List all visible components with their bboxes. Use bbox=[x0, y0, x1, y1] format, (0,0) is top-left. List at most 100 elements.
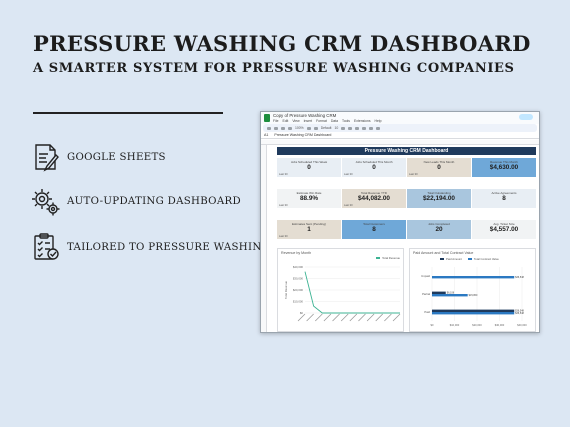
kpi-card[interactable]: Revenue This Month $4,630.00 bbox=[472, 158, 536, 177]
sheets-logo-icon bbox=[264, 114, 270, 122]
formula-input[interactable]: Pressure Washing CRM Dashboard bbox=[274, 133, 332, 137]
kpi-label: Revenue This Month bbox=[490, 160, 518, 164]
kpi-label: Active Agreements bbox=[491, 191, 517, 195]
menu-view[interactable]: View bbox=[292, 119, 300, 123]
feature-auto-updating: AUTO-UPDATING DASHBOARD bbox=[30, 185, 241, 217]
bold-icon[interactable] bbox=[341, 126, 346, 130]
column-headers[interactable] bbox=[261, 140, 539, 145]
undo-icon[interactable] bbox=[274, 126, 278, 130]
x-tick-label bbox=[384, 313, 392, 322]
kpi-value: $44,082.00 bbox=[358, 195, 390, 202]
title-bar: Copy of Pressure Washing CRM File Edit V… bbox=[261, 112, 539, 124]
feature-label: TAILORED TO PRESSURE WASHING bbox=[67, 241, 270, 253]
revenue-chart-panel[interactable]: Revenue by Month Total Revenue $40,000 $3… bbox=[277, 248, 404, 332]
menu-edit[interactable]: Edit bbox=[282, 119, 289, 123]
x-tick-label: $40,000 bbox=[517, 323, 527, 327]
kpi-card[interactable]: Total Revenue YTD $44,082.00 Last 30 bbox=[342, 189, 406, 208]
document-title[interactable]: Copy of Pressure Washing CRM bbox=[273, 113, 337, 118]
kpi-value: $22,194.00 bbox=[423, 195, 455, 202]
x-tick-label: $10,000 bbox=[450, 323, 460, 327]
menu-data[interactable]: Data bbox=[330, 119, 339, 123]
font-select[interactable]: Default bbox=[320, 126, 332, 130]
bar-value-label: $6,108 bbox=[447, 292, 455, 295]
font-size-field[interactable]: 10 bbox=[334, 126, 339, 130]
page-title: PRESSURE WASHING CRM DASHBOARD bbox=[33, 31, 531, 56]
fill-color-icon[interactable] bbox=[362, 126, 367, 130]
text-color-icon[interactable] bbox=[355, 126, 360, 130]
kpi-card[interactable]: Total Customers 8 bbox=[342, 220, 406, 239]
kpi-card[interactable]: Jobs Scheduled This Month 0 Last 30 bbox=[342, 158, 406, 177]
search-menus-icon[interactable] bbox=[267, 126, 271, 130]
paid-amount-chart-panel[interactable]: Paid Amount and Total Contract Value Pai… bbox=[409, 248, 536, 332]
align-icon[interactable] bbox=[376, 126, 381, 130]
x-tick-label: $20,000 bbox=[472, 323, 482, 327]
kpi-footer: Last 30 bbox=[409, 173, 418, 176]
y-tick-label: $20,000 bbox=[293, 288, 304, 292]
row-headers[interactable] bbox=[261, 145, 267, 332]
currency-icon[interactable] bbox=[306, 126, 311, 130]
zoom-select[interactable]: 100% bbox=[295, 126, 304, 130]
spreadsheet-window: Copy of Pressure Washing CRM File Edit V… bbox=[260, 111, 540, 333]
menu-insert[interactable]: Insert bbox=[303, 119, 313, 123]
legend-swatch bbox=[467, 258, 472, 260]
kpi-card[interactable]: Total Outstanding $22,194.00 bbox=[407, 189, 471, 208]
kpi-footer: Last 30 bbox=[279, 204, 288, 207]
redo-icon[interactable] bbox=[281, 126, 285, 130]
kpi-label: Estimates Sent (Pending) bbox=[291, 222, 327, 226]
formula-bar: A1 Pressure Washing CRM Dashboard bbox=[261, 132, 539, 139]
kpi-label: Total Customers bbox=[363, 222, 385, 226]
x-tick-label bbox=[340, 313, 349, 322]
menu-help[interactable]: Help bbox=[374, 119, 382, 123]
percent-icon[interactable] bbox=[313, 126, 318, 130]
kpi-card[interactable]: Jobs Completed 20 bbox=[407, 220, 471, 239]
bar bbox=[432, 312, 515, 315]
x-tick-label: $0 bbox=[431, 323, 434, 327]
kpi-value: 0 bbox=[437, 164, 441, 171]
legend-label: Paid Amount bbox=[446, 257, 462, 261]
kpi-card[interactable]: Jobs Scheduled This Week 0 Last 30 bbox=[277, 158, 341, 177]
category-label: Paid bbox=[424, 310, 430, 314]
kpi-card[interactable]: Estimate Win Rate 88.9% Last 30 bbox=[277, 189, 341, 208]
dashboard-banner[interactable]: Pressure Washing CRM Dashboard bbox=[277, 147, 536, 155]
menu-file[interactable]: File bbox=[273, 119, 279, 123]
x-tick-label: $30,000 bbox=[495, 323, 505, 327]
kpi-footer: Last 30 bbox=[344, 173, 353, 176]
share-button[interactable] bbox=[519, 114, 533, 120]
cell-reference[interactable]: A1 bbox=[264, 133, 269, 137]
bar bbox=[432, 294, 468, 297]
print-icon[interactable] bbox=[288, 126, 292, 130]
borders-icon[interactable] bbox=[369, 126, 374, 130]
kpi-card[interactable]: New Leads This Month 0 Last 30 bbox=[407, 158, 471, 177]
legend-label: Total Contract Value bbox=[473, 257, 499, 261]
bar bbox=[432, 276, 515, 279]
kpi-card[interactable]: Avg. Ticket Size $4,557.00 bbox=[472, 220, 536, 239]
bar-value-label: $36,548 bbox=[515, 312, 524, 315]
bar bbox=[432, 291, 446, 294]
y-tick-label: $40,000 bbox=[293, 265, 304, 269]
x-tick-label bbox=[306, 313, 314, 322]
x-tick-label bbox=[314, 313, 323, 322]
kpi-card[interactable]: Estimates Sent (Pending) 1 Last 30 bbox=[277, 220, 341, 239]
kpi-value: 88.9% bbox=[299, 195, 319, 202]
y-tick-label: $30,000 bbox=[293, 277, 304, 281]
kpi-value: 0 bbox=[372, 164, 376, 171]
checklist-icon bbox=[34, 233, 59, 260]
legend-swatch bbox=[440, 258, 444, 260]
kpi-value: 1 bbox=[307, 226, 311, 233]
kpi-card[interactable]: Active Agreements 8 bbox=[472, 189, 536, 208]
divider bbox=[33, 112, 223, 114]
revenue-series-line bbox=[304, 271, 400, 314]
x-tick-label bbox=[332, 313, 340, 322]
category-label: Unpaid bbox=[421, 274, 430, 278]
x-tick-label bbox=[392, 313, 401, 322]
menu-format[interactable]: Format bbox=[316, 119, 327, 123]
menu-bar: File Edit View Insert Format Data Tools … bbox=[273, 119, 382, 123]
kpi-label: Avg. Ticket Size bbox=[493, 222, 515, 226]
italic-icon[interactable] bbox=[348, 126, 353, 130]
menu-extensions[interactable]: Extensions bbox=[353, 119, 371, 123]
kpi-label: New Leads This Month bbox=[423, 160, 455, 164]
feature-tailored: TAILORED TO PRESSURE WASHING bbox=[30, 231, 270, 263]
kpi-label: Total Revenue YTD bbox=[361, 191, 387, 195]
legend-label: Total Revenue bbox=[382, 256, 400, 260]
menu-tools[interactable]: Tools bbox=[342, 119, 350, 123]
